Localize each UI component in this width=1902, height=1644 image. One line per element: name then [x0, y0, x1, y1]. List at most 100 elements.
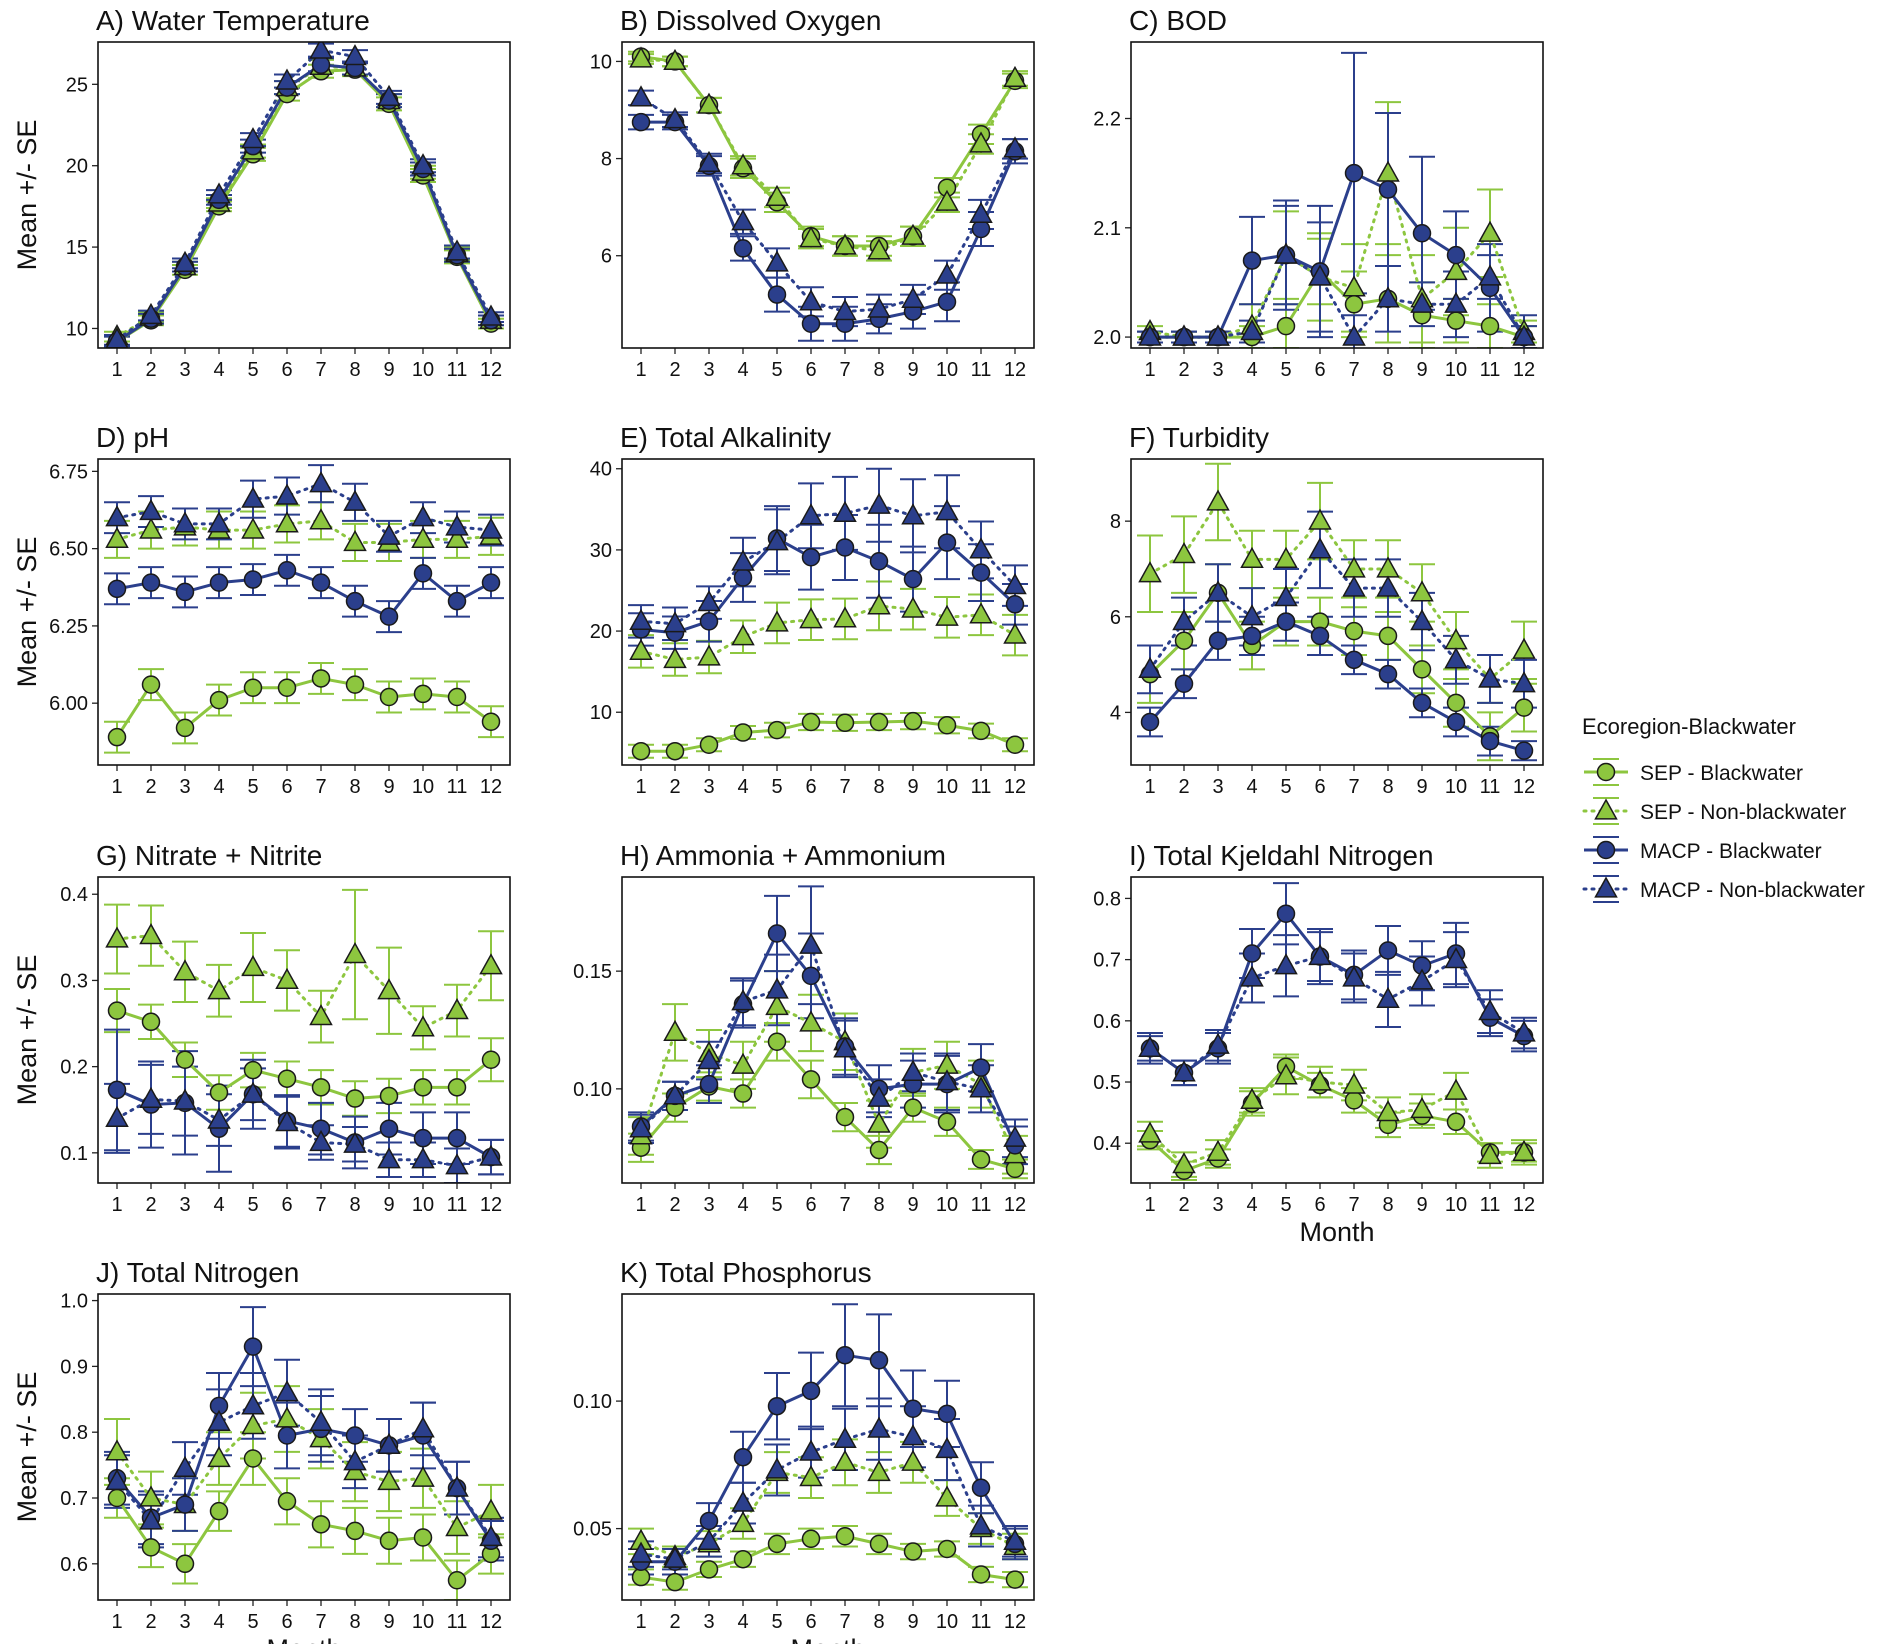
x-tick-label: 11 — [971, 359, 992, 381]
error-bars-macp_bw — [628, 1303, 1028, 1576]
x-tick-label: 9 — [907, 1194, 918, 1216]
data-point — [243, 1337, 263, 1356]
legend-item: MACP - Non-blackwater — [1582, 875, 1865, 903]
x-tick-label: 3 — [179, 776, 190, 798]
x-tick-label: 4 — [737, 776, 748, 798]
data-point — [175, 582, 195, 602]
series-line-sep_bw — [1148, 591, 1525, 738]
data-point — [867, 1111, 891, 1133]
data-point — [379, 1086, 399, 1106]
data-point — [343, 44, 367, 66]
markers-macp_bw — [631, 924, 1025, 1155]
data-point — [665, 1572, 685, 1592]
x-tick-label: 9 — [1416, 776, 1427, 798]
y-tick-label: 6 — [601, 246, 612, 268]
data-point — [629, 46, 653, 68]
data-point — [731, 1510, 755, 1533]
data-point — [447, 591, 467, 611]
y-tick-label: 0.8 — [1093, 888, 1121, 910]
error-bars-sep_bw — [104, 1431, 504, 1600]
x-tick-label: 5 — [1280, 776, 1291, 798]
x-tick-label: 7 — [315, 776, 326, 798]
error-bars-sep_bw — [1137, 1053, 1537, 1181]
data-point — [275, 483, 299, 505]
series-line-sep_nbw — [639, 1004, 1017, 1157]
data-point — [935, 1436, 959, 1459]
series-line-sep_bw — [116, 1009, 492, 1101]
data-point — [835, 1527, 855, 1546]
data-point — [801, 1070, 821, 1089]
x-tick-label: 9 — [1416, 1194, 1427, 1216]
plot-area — [104, 888, 504, 1183]
data-point — [629, 1541, 653, 1563]
x-tick-label: 10 — [412, 1611, 434, 1633]
data-point — [1378, 626, 1398, 646]
data-point — [697, 1048, 721, 1070]
x-tick-label: 4 — [213, 776, 224, 798]
data-point — [1276, 904, 1296, 923]
y-tick-label: 2.0 — [1093, 327, 1121, 349]
series-line-macp_bw — [1148, 620, 1525, 753]
data-point — [833, 1449, 857, 1471]
data-point — [767, 1396, 787, 1416]
x-tick-label: 1 — [1144, 1194, 1155, 1216]
data-point — [663, 1019, 687, 1041]
y-tick-label: 0.05 — [573, 1519, 612, 1541]
markers-macp_nbw — [629, 1416, 1027, 1568]
data-point — [1206, 489, 1230, 511]
plot-area — [628, 467, 1028, 761]
data-point — [447, 687, 467, 707]
data-point — [241, 486, 265, 508]
panel-title: K) Total Phosphorus — [620, 1257, 872, 1288]
data-point — [311, 669, 331, 688]
data-point — [801, 314, 821, 333]
x-tick-label: 6 — [1314, 1194, 1325, 1216]
markers-sep_nbw — [105, 1406, 503, 1537]
data-point — [139, 517, 163, 539]
x-tick-label: 12 — [480, 776, 502, 798]
series-line-sep_bw — [641, 719, 1016, 753]
x-tick-label: 3 — [179, 359, 190, 381]
data-point — [241, 517, 265, 539]
series-line-sep_nbw — [1148, 1074, 1526, 1167]
data-point — [731, 989, 755, 1011]
panel-title: J) Total Nitrogen — [96, 1257, 299, 1288]
data-point — [411, 1015, 435, 1037]
data-point — [445, 1475, 469, 1497]
data-point — [631, 741, 651, 761]
x-tick-label: 5 — [771, 1611, 782, 1633]
x-tick-label: 4 — [737, 359, 748, 381]
data-point — [173, 250, 197, 272]
x-tick-label: 10 — [1445, 1194, 1467, 1216]
x-tick-label: 8 — [873, 776, 884, 798]
x-tick-label: 1 — [635, 1194, 646, 1216]
markers-sep_bw — [107, 669, 501, 747]
data-point — [1342, 275, 1366, 297]
legend-marker — [1594, 798, 1618, 820]
data-point — [1138, 561, 1162, 583]
data-point — [277, 561, 297, 580]
panel-title: F) Turbidity — [1129, 422, 1269, 453]
data-point — [345, 675, 365, 694]
data-point — [1412, 224, 1432, 243]
data-point — [311, 1078, 331, 1097]
x-tick-label: 4 — [213, 1611, 224, 1633]
x-tick-label: 2 — [669, 776, 680, 798]
data-point — [445, 998, 469, 1020]
data-point — [411, 526, 435, 548]
markers-macp_bw — [631, 529, 1025, 642]
data-point — [697, 644, 721, 666]
data-point — [1206, 580, 1230, 602]
data-point — [479, 304, 503, 326]
data-point — [175, 718, 195, 738]
data-point — [1344, 1091, 1364, 1110]
panel-I: I) Total Kjeldahl Nitrogen 0.4 0.5 0.6 0.7 0.… — [1093, 840, 1544, 1247]
plot-frame — [97, 1293, 511, 1601]
y-tick-label: 0.9 — [60, 1356, 88, 1378]
x-tick-label: 10 — [936, 776, 958, 798]
data-point — [1512, 637, 1536, 659]
data-point — [801, 1529, 821, 1549]
